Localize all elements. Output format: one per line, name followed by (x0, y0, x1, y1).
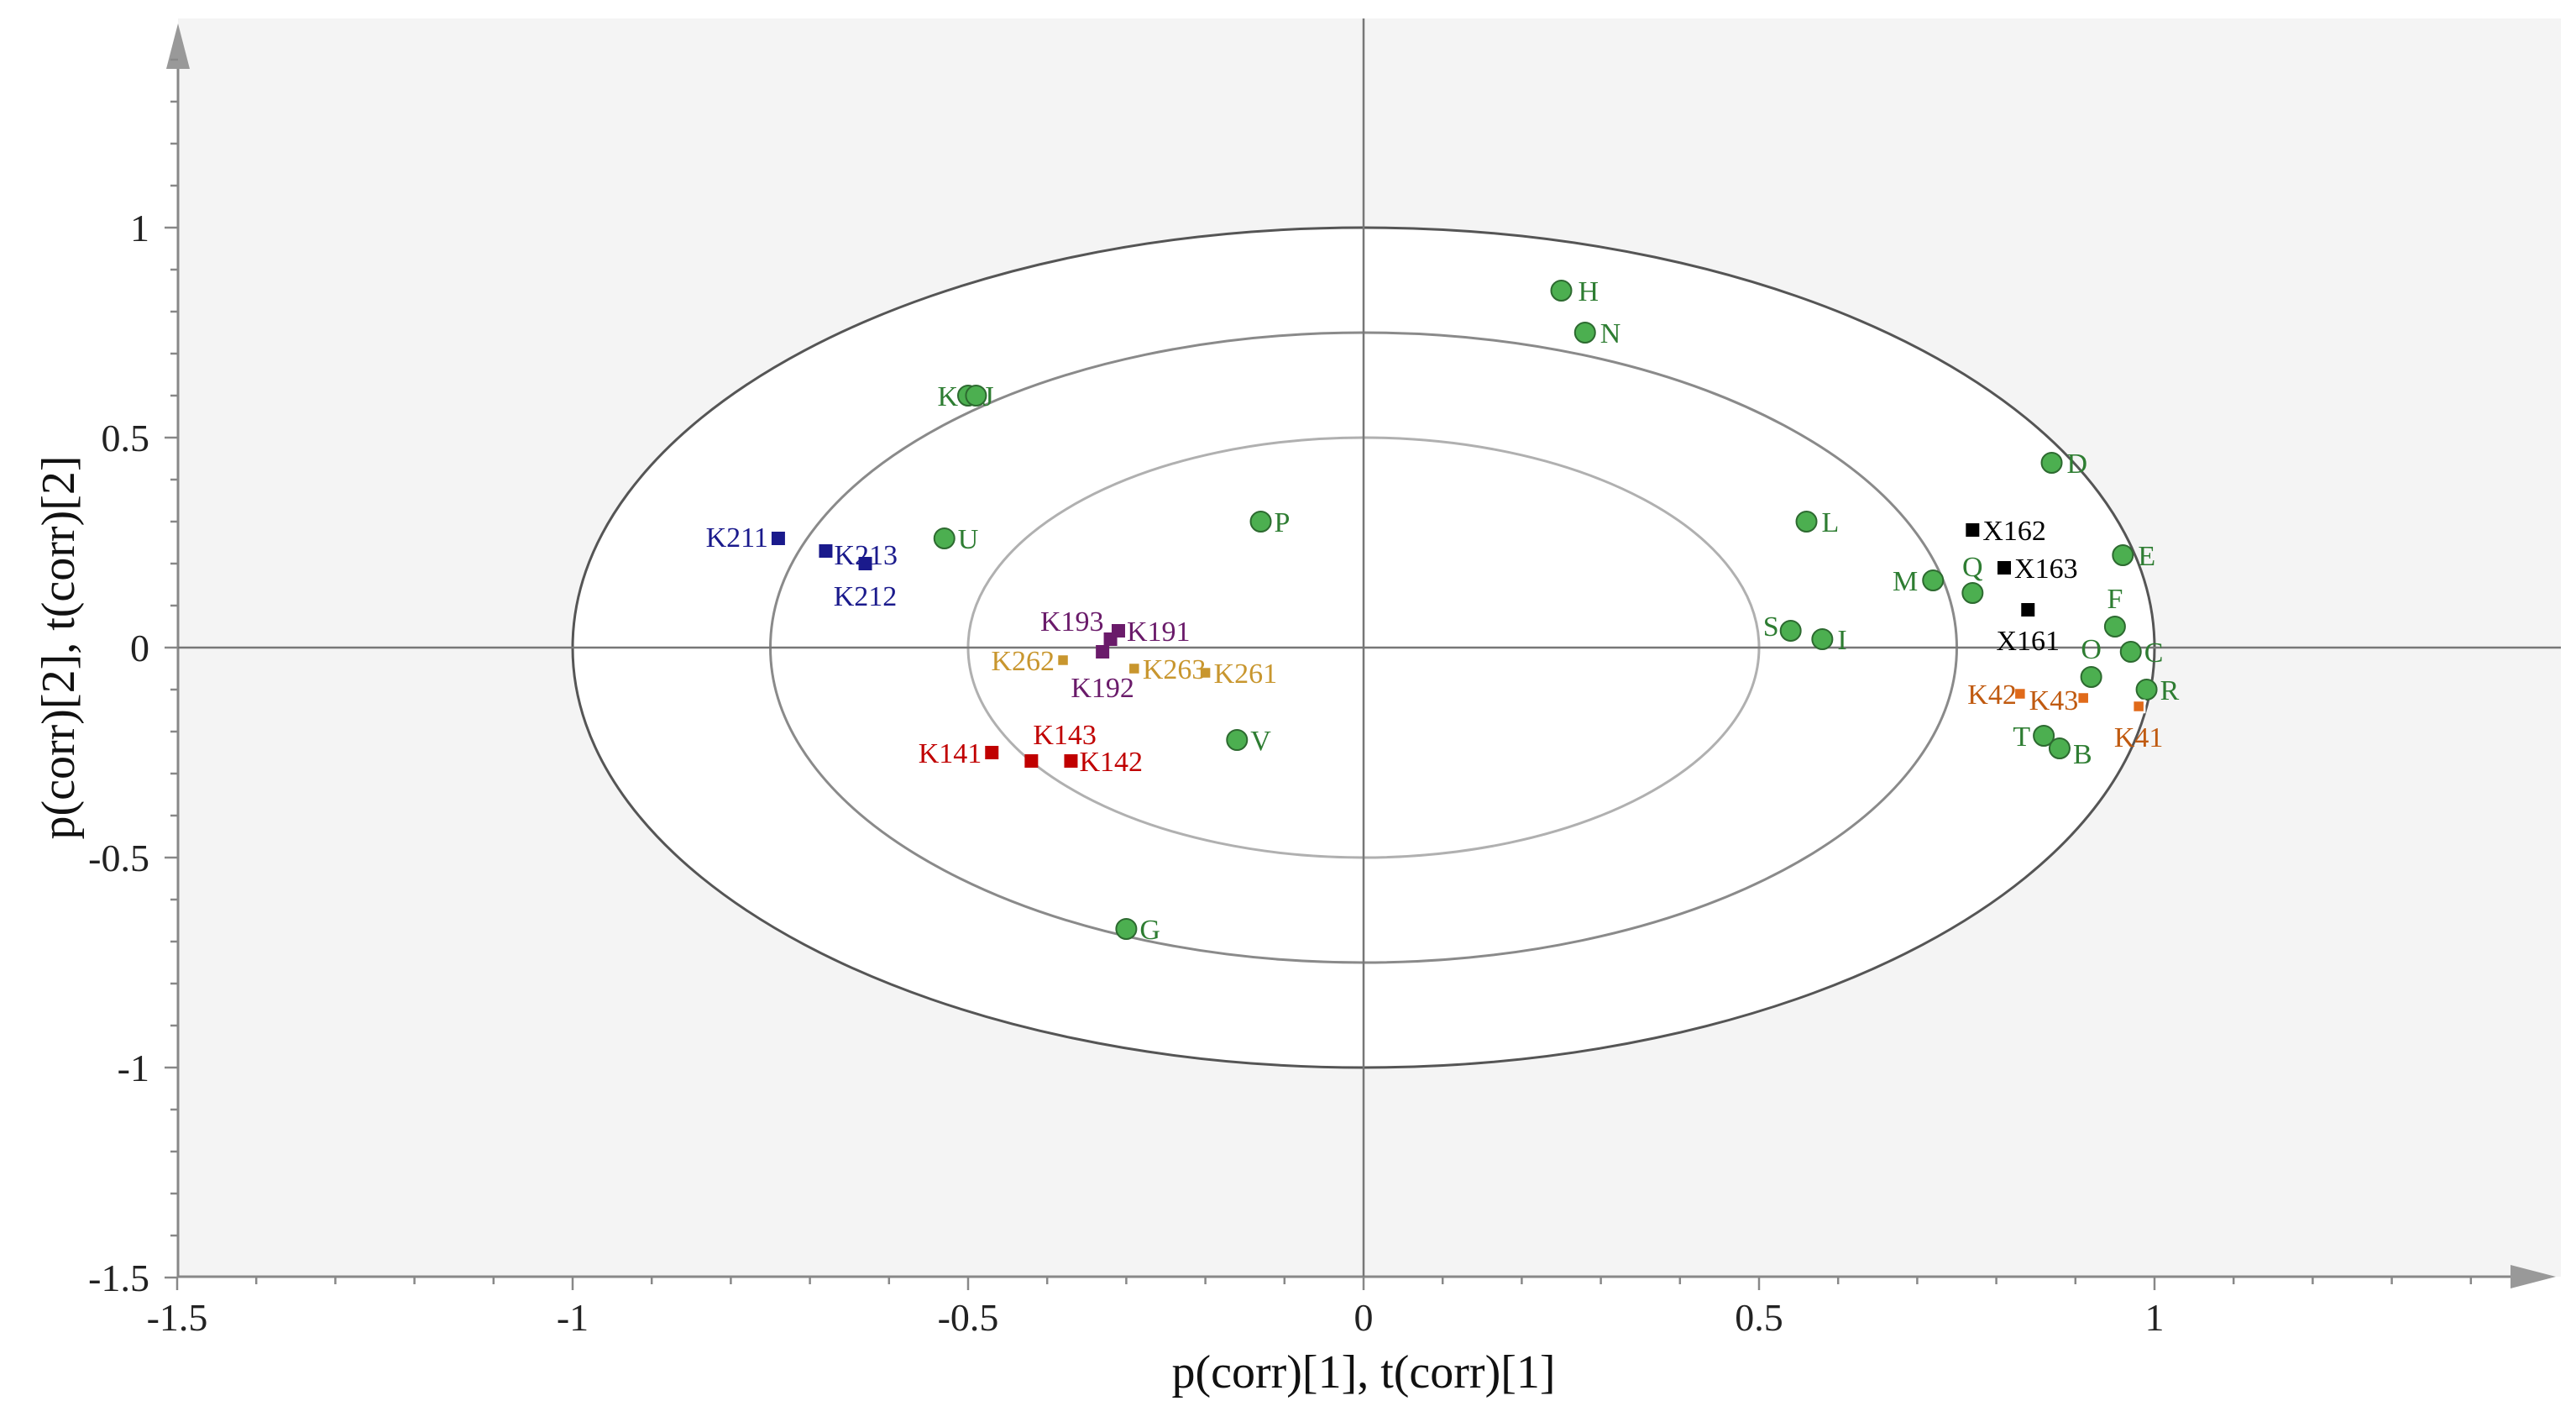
x-axis-title: p(corr)[1], t(corr)[1] (1171, 1346, 1555, 1398)
point-label-V: V (1250, 726, 1271, 757)
point-label-B: B (2073, 739, 2092, 770)
point-label-L: L (1822, 507, 1840, 538)
point-V (1226, 729, 1249, 751)
point-label-J: J (982, 381, 993, 412)
point-R (2135, 679, 2158, 701)
point-K43 (2076, 690, 2091, 706)
point-X161 (2021, 603, 2035, 617)
point-label-K193: K193 (1040, 606, 1104, 638)
point-O (2080, 666, 2102, 688)
x-tick-label: -1 (557, 1296, 589, 1339)
point-K42 (2013, 686, 2028, 701)
point-K192 (1096, 645, 1110, 659)
point-K41 (2131, 699, 2146, 714)
point-label-O: O (2081, 634, 2102, 665)
point-label-E: E (2138, 541, 2155, 572)
point-label-X162: X162 (1982, 516, 2046, 547)
x-tick-label: -0.5 (938, 1296, 999, 1339)
point-label-N: N (1600, 318, 1621, 349)
y-tick-label: 1 (130, 207, 149, 249)
point-label-K211: K211 (706, 522, 768, 554)
x-tick-label: 1 (2145, 1296, 2165, 1339)
data-points (771, 280, 2158, 940)
point-F (2103, 616, 2126, 638)
point-K261 (1198, 665, 1212, 680)
point-M (1922, 569, 1945, 591)
point-label-S: S (1763, 611, 1779, 643)
point-label-K141: K141 (919, 738, 982, 769)
point-label-U: U (958, 524, 979, 555)
point-K213 (819, 544, 833, 558)
point-S (1779, 620, 1802, 642)
point-K211 (771, 532, 785, 545)
point-label-K212: K212 (834, 581, 898, 612)
x-axis-arrow (2511, 1265, 2556, 1288)
x-tick-label: -1.5 (147, 1296, 208, 1339)
point-label-K43: K43 (2029, 685, 2079, 716)
point-label-K: K (937, 381, 958, 412)
point-P (1249, 511, 1272, 533)
axis-tick-labels: -1.5 -1 -0.5 0 0.5 1 -1.5 -1 -0.5 0 0.5 1 (88, 207, 2164, 1339)
point-label-R: R (2160, 675, 2180, 706)
point-label-Q: Q (1962, 552, 1983, 583)
point-label-K191: K191 (1127, 617, 1191, 648)
point-K143 (1024, 754, 1039, 768)
point-K191 (1111, 624, 1125, 638)
y-tick-label: -0.5 (88, 837, 149, 879)
point-label-G: G (1139, 915, 1160, 946)
point-label-C: C (2144, 638, 2164, 669)
point-label-K42: K42 (1967, 680, 2017, 711)
point-label-T: T (2013, 721, 2030, 753)
point-J (965, 385, 987, 407)
point-label-K142: K142 (1079, 747, 1143, 778)
point-Q (1961, 582, 1984, 604)
point-label-M: M (1893, 566, 1918, 597)
point-label-K263: K263 (1143, 654, 1207, 685)
point-T (2033, 725, 2055, 747)
y-tick-label: -1.5 (88, 1257, 149, 1299)
point-label-P: P (1275, 507, 1291, 538)
point-label-K143: K143 (1033, 720, 1097, 751)
y-tick-label: 0.5 (102, 417, 150, 459)
point-N (1573, 322, 1596, 344)
data-labels: HN K J D U P L E M Q F S I C O R T B V G K211 K213 K212 K193 K19… (706, 276, 2180, 946)
point-H (1550, 280, 1573, 302)
point-label-X163: X163 (2014, 554, 2078, 585)
y-axis-arrow (166, 24, 190, 69)
point-K263 (1127, 661, 1142, 676)
point-X163 (1997, 561, 2012, 575)
point-label-K261: K261 (1214, 659, 1278, 690)
point-label-I: I (1837, 625, 1846, 656)
point-label-F: F (2107, 584, 2123, 615)
point-label-H: H (1579, 276, 1600, 307)
point-K212 (858, 557, 872, 570)
point-K141 (985, 746, 999, 759)
point-D (2040, 452, 2063, 474)
point-E (2112, 544, 2134, 566)
point-L (1795, 511, 1818, 533)
point-U (933, 527, 956, 549)
point-label-K192: K192 (1071, 673, 1134, 704)
y-tick-label: 0 (130, 627, 149, 669)
point-label-D: D (2067, 449, 2088, 480)
y-axis-title: p(corr)[2], t(corr)[2] (33, 455, 85, 839)
point-label-K41: K41 (2114, 722, 2164, 753)
axes (166, 18, 2561, 1288)
point-G (1115, 918, 1138, 940)
point-X162 (1966, 523, 1980, 537)
point-C (2119, 641, 2142, 663)
point-K142 (1064, 754, 1078, 768)
point-label-K213: K213 (834, 540, 898, 571)
x-tick-label: 0.5 (1735, 1296, 1783, 1339)
point-label-X161: X161 (1996, 626, 2060, 657)
axis-ticks (165, 58, 2473, 1290)
x-tick-label: 0 (1354, 1296, 1374, 1339)
point-B (2048, 737, 2071, 759)
y-tick-label: -1 (118, 1047, 149, 1089)
point-I (1811, 628, 1834, 650)
point-K262 (1055, 653, 1071, 668)
point-label-K262: K262 (991, 646, 1055, 677)
